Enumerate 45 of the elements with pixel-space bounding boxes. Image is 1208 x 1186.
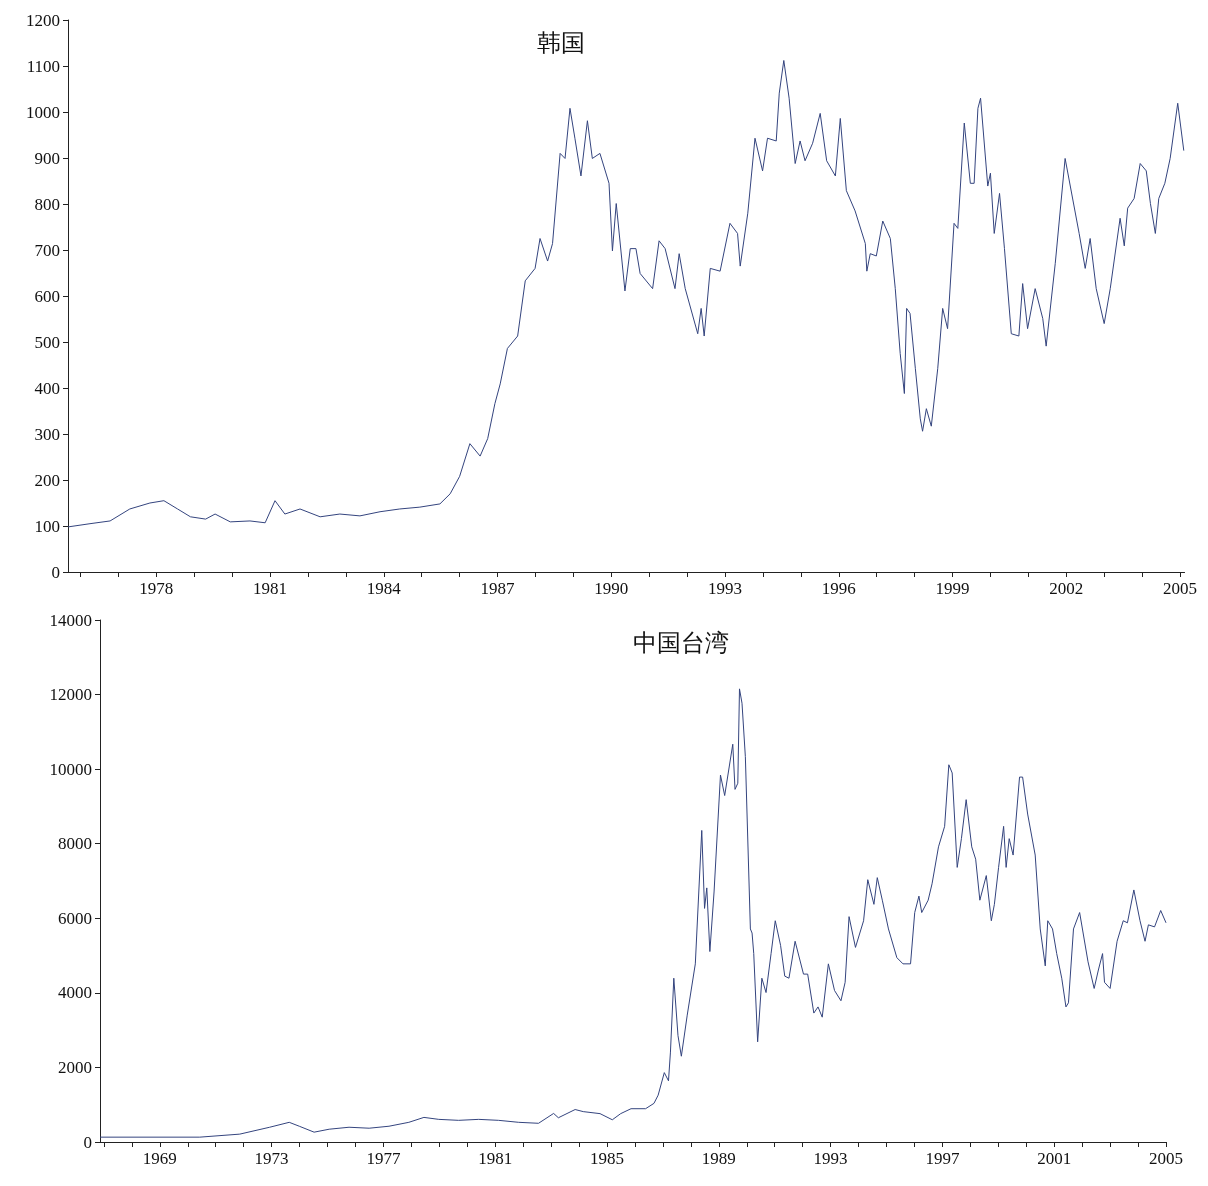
y-tick-label: 12000 — [49, 685, 92, 705]
y-tick-label: 400 — [34, 378, 60, 398]
x-tick-label: 1990 — [594, 579, 629, 598]
y-tick-label: 6000 — [58, 908, 92, 928]
y-tick-label: 900 — [34, 148, 60, 168]
x-tick-label: 2001 — [1037, 1149, 1072, 1168]
y-tick-label: 300 — [34, 424, 60, 444]
x-tick-label: 1999 — [935, 579, 970, 598]
y-tick-label: 1200 — [26, 10, 60, 30]
x-tick-label: 2002 — [1049, 579, 1084, 598]
x-tick-label: 1984 — [366, 579, 402, 598]
y-tick-label: 600 — [34, 286, 60, 306]
y-tick-label: 800 — [34, 194, 60, 214]
y-tick-label: 8000 — [58, 834, 92, 854]
y-tick-label: 1100 — [26, 56, 60, 76]
x-tick-label: 1993 — [813, 1149, 848, 1168]
x-tick-label: 1989 — [701, 1149, 736, 1168]
x-tick-label: 2005 — [1149, 1149, 1183, 1168]
x-tick-label: 1978 — [139, 579, 174, 598]
y-tick-label: 0 — [83, 1132, 92, 1152]
x-tick-label: 1987 — [480, 579, 516, 598]
y-tick-label: 1000 — [26, 102, 60, 122]
y-tick-label: 10000 — [49, 759, 92, 779]
x-tick-label: 1977 — [366, 1149, 401, 1168]
x-tick-label: 1981 — [478, 1149, 513, 1168]
y-tick-label: 14000 — [49, 610, 92, 630]
y-tick-label: 700 — [34, 240, 60, 260]
chart-title: 韩国 — [537, 30, 586, 56]
x-tick-label: 2005 — [1163, 579, 1197, 598]
x-tick-label: 1973 — [254, 1149, 289, 1168]
y-tick-label: 4000 — [58, 983, 92, 1003]
y-tick-label: 200 — [34, 470, 60, 490]
x-tick-label: 1985 — [590, 1149, 625, 1168]
line-series — [67, 59, 1185, 528]
x-tick-label: 1996 — [821, 579, 856, 598]
x-tick-label: 1997 — [925, 1149, 960, 1168]
chart-title: 中国台湾 — [632, 630, 729, 656]
x-tick-label: 1981 — [253, 579, 288, 598]
x-tick-label: 1969 — [142, 1149, 177, 1168]
y-tick-label: 100 — [34, 516, 60, 536]
x-tick-label: 1993 — [708, 579, 743, 598]
y-tick-label: 2000 — [58, 1057, 92, 1077]
line-series — [99, 688, 1167, 1138]
y-tick-label: 500 — [34, 332, 60, 352]
y-tick-label: 0 — [51, 562, 60, 582]
